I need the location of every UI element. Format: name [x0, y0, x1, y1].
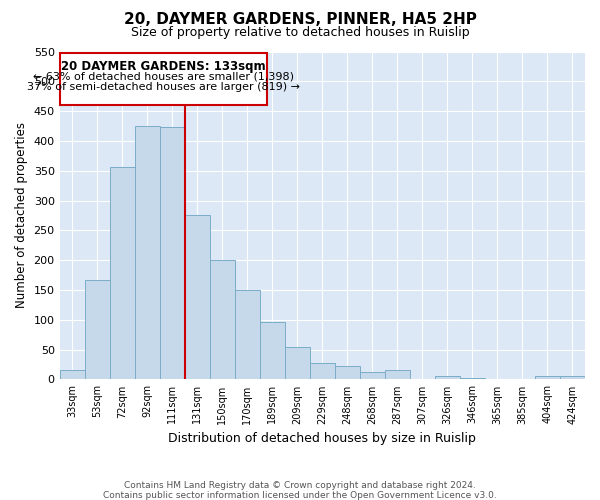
Bar: [385, 370, 410, 380]
Text: 20, DAYMER GARDENS, PINNER, HA5 2HP: 20, DAYMER GARDENS, PINNER, HA5 2HP: [124, 12, 476, 28]
Bar: [535, 376, 560, 380]
Text: ← 63% of detached houses are smaller (1,398): ← 63% of detached houses are smaller (1,…: [33, 71, 294, 81]
Text: Size of property relative to detached houses in Ruislip: Size of property relative to detached ho…: [131, 26, 469, 39]
Bar: [260, 322, 285, 380]
Bar: [485, 379, 510, 380]
Bar: [235, 290, 260, 380]
Text: 37% of semi-detached houses are larger (819) →: 37% of semi-detached houses are larger (…: [27, 82, 300, 92]
Bar: [160, 126, 185, 380]
Bar: [210, 260, 235, 380]
Bar: [335, 366, 360, 380]
Text: Contains HM Land Registry data © Crown copyright and database right 2024.: Contains HM Land Registry data © Crown c…: [124, 481, 476, 490]
FancyBboxPatch shape: [59, 52, 267, 105]
X-axis label: Distribution of detached houses by size in Ruislip: Distribution of detached houses by size …: [169, 432, 476, 445]
Bar: [435, 376, 460, 380]
Text: 20 DAYMER GARDENS: 133sqm: 20 DAYMER GARDENS: 133sqm: [61, 60, 266, 73]
Bar: [285, 346, 310, 380]
Text: Contains public sector information licensed under the Open Government Licence v3: Contains public sector information licen…: [103, 491, 497, 500]
Y-axis label: Number of detached properties: Number of detached properties: [15, 122, 28, 308]
Bar: [134, 126, 160, 380]
Bar: [85, 280, 110, 380]
Bar: [310, 362, 335, 380]
Bar: [59, 370, 85, 380]
Bar: [360, 372, 385, 380]
Bar: [560, 376, 585, 380]
Bar: [185, 216, 210, 380]
Bar: [110, 166, 134, 380]
Bar: [460, 378, 485, 380]
